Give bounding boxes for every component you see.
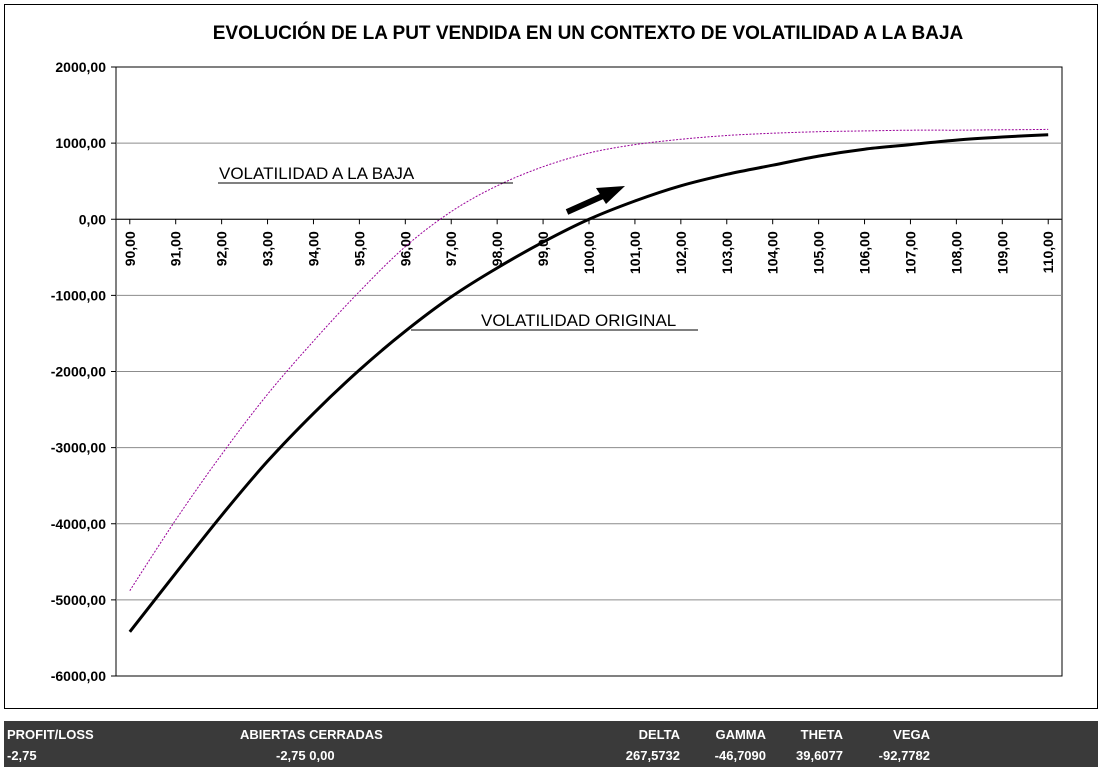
x-tick-label: 96,00 (397, 231, 413, 266)
x-tick-label: 93,00 (260, 231, 276, 266)
series-volatilidad-a-la-baja (129, 128, 1049, 591)
x-tick-label: 105,00 (811, 231, 827, 274)
trend-arrow-icon (565, 186, 625, 215)
vega-value: -92,7782 (878, 748, 930, 763)
x-tick-label: 104,00 (765, 231, 781, 274)
y-tick-label: 0,00 (79, 211, 106, 227)
y-tick-label: -2000,00 (51, 364, 106, 380)
profit-loss-value: -2,75 (7, 748, 37, 763)
x-tick-label: 99,00 (535, 231, 551, 266)
theta-label: THETA (800, 727, 843, 742)
y-tick-label: -3000,00 (51, 440, 106, 456)
delta-label: DELTA (638, 727, 680, 742)
profit-loss-label: PROFIT/LOSS (7, 727, 94, 742)
x-tick-label: 91,00 (168, 231, 184, 266)
x-tick-label: 107,00 (902, 231, 918, 274)
low-vol-label: VOLATILIDAD A LA BAJA (219, 164, 415, 183)
delta-value: 267,5732 (625, 748, 680, 763)
y-tick-label: -4000,00 (51, 516, 106, 532)
x-tick-label: 110,00 (1040, 231, 1056, 273)
x-tick-label: 94,00 (305, 231, 321, 266)
x-tick-label: 102,00 (673, 231, 689, 274)
x-tick-label: 97,00 (443, 231, 459, 266)
chart-frame: EVOLUCIÓN DE LA PUT VENDIDA EN UN CONTEX… (4, 4, 1098, 709)
x-tick-label: 95,00 (351, 231, 367, 266)
y-tick-label: -1000,00 (51, 287, 106, 303)
x-tick-label: 90,00 (122, 231, 138, 266)
x-tick-label: 98,00 (489, 231, 505, 266)
x-tick-label: 108,00 (948, 231, 964, 274)
y-tick-label: 2000,00 (55, 59, 106, 75)
gamma-label: GAMMA (715, 727, 766, 742)
chart-title: EVOLUCIÓN DE LA PUT VENDIDA EN UN CONTEX… (213, 22, 964, 44)
orig-vol-label: VOLATILIDAD ORIGINAL (481, 311, 676, 330)
status-bar: PROFIT/LOSS -2,75 ABIERTAS CERRADAS -2,7… (4, 721, 1098, 767)
x-tick-label: 103,00 (719, 231, 735, 274)
abiertas-cerradas-label: ABIERTAS CERRADAS (240, 727, 383, 742)
x-tick-label: 100,00 (581, 231, 597, 274)
y-tick-label: 1000,00 (55, 135, 106, 151)
y-tick-label: -6000,00 (51, 668, 106, 684)
x-tick-label: 92,00 (214, 231, 230, 266)
x-tick-label: 109,00 (994, 231, 1010, 274)
abiertas-cerradas-value: -2,75 0,00 (276, 748, 335, 763)
theta-value: 39,6077 (796, 748, 843, 763)
vega-label: VEGA (893, 727, 930, 742)
series-volatilidad-original (128, 133, 1049, 633)
x-tick-label: 106,00 (857, 231, 873, 274)
x-tick-label: 101,00 (627, 231, 643, 274)
gamma-value: -46,7090 (714, 748, 766, 763)
put-chart: EVOLUCIÓN DE LA PUT VENDIDA EN UN CONTEX… (51, 22, 1063, 684)
y-tick-label: -5000,00 (51, 592, 106, 608)
